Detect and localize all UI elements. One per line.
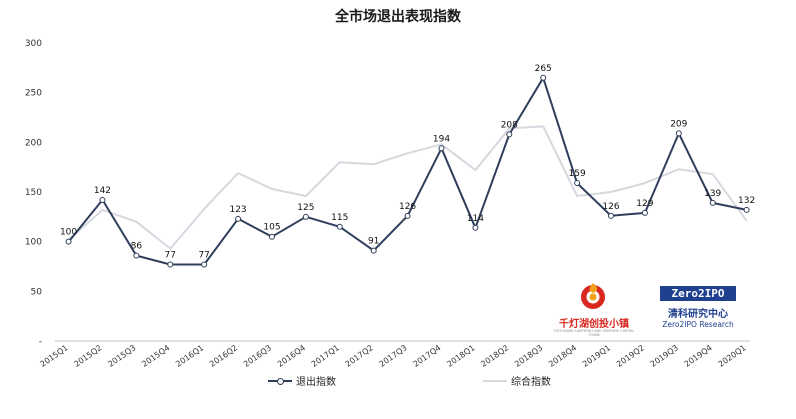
legend-label-composite-index: 综合指数: [511, 377, 551, 388]
data-point-exit-index: [336, 223, 343, 230]
x-tick-label: 2017Q4: [411, 343, 442, 369]
qiandeng-logo: 千灯湖创投小镇 THOUSAND LANTERN LAKE VENTURE CA…: [548, 279, 640, 337]
legend-swatch-exit-index: [268, 377, 292, 385]
x-tick-label: 2018Q4: [547, 343, 578, 369]
legend-item-composite-index: 综合指数: [483, 373, 551, 388]
data-label-exit-index: 194: [433, 134, 450, 144]
zero2ipo-logo: Zero2IPO 清科研究中心 Zero2IPO Research: [652, 286, 744, 336]
chart-legend: 退出指数 综合指数: [0, 373, 796, 389]
data-point-exit-index: [506, 131, 513, 138]
y-tick-label: 300: [25, 39, 42, 49]
data-label-exit-index: 115: [331, 213, 348, 223]
x-tick-label: 2017Q1: [310, 343, 341, 369]
data-label-exit-index: 142: [94, 186, 111, 196]
x-tick-label: 2015Q3: [106, 343, 137, 369]
data-label-exit-index: 125: [297, 203, 314, 213]
data-label-exit-index: 86: [131, 242, 143, 252]
legend-item-exit-index: 退出指数: [268, 373, 336, 388]
data-label-exit-index: 132: [738, 196, 755, 206]
qiandeng-logo-name: 千灯湖创投小镇: [559, 319, 629, 330]
x-tick-label: 2015Q2: [72, 343, 103, 369]
data-label-exit-index: 126: [399, 202, 416, 212]
x-tick-label: 2017Q3: [378, 343, 409, 369]
data-point-exit-index: [472, 224, 479, 231]
y-tick-label: 200: [25, 138, 42, 148]
data-label-exit-index: 77: [198, 251, 209, 261]
legend-label-exit-index: 退出指数: [296, 377, 336, 388]
data-label-exit-index: 77: [165, 251, 176, 261]
legend-swatch-composite-index: [483, 379, 507, 382]
data-label-exit-index: 208: [501, 120, 518, 130]
qiandeng-emblem-icon: [581, 283, 605, 309]
data-point-exit-index: [540, 74, 547, 81]
series-layer: [65, 74, 750, 268]
x-tick-label: 2020Q1: [717, 343, 748, 369]
data-point-exit-index: [302, 213, 309, 220]
data-point-exit-index: [438, 145, 445, 152]
zero2ipo-badge: Zero2IPO: [660, 286, 736, 301]
y-tick-label: 250: [25, 89, 42, 99]
data-label-exit-index: 114: [467, 214, 484, 224]
y-tick-label: -: [39, 337, 42, 347]
data-point-exit-index: [709, 199, 716, 206]
data-point-exit-index: [167, 261, 174, 268]
data-point-exit-index: [675, 130, 682, 137]
zero2ipo-logo-subtitle: Zero2IPO Research: [662, 320, 734, 329]
x-tick-label: 2019Q1: [581, 343, 612, 369]
data-point-exit-index: [404, 212, 411, 219]
data-label-exit-index: 100: [60, 228, 77, 238]
data-label-exit-index: 91: [368, 237, 379, 247]
data-label-exit-index: 265: [535, 64, 552, 74]
x-tick-label: 2016Q1: [174, 343, 205, 369]
data-label-exit-index: 139: [704, 189, 721, 199]
data-label-exit-index: 105: [263, 223, 280, 233]
y-tick-label: 100: [25, 238, 42, 248]
data-point-exit-index: [743, 206, 750, 213]
x-tick-label: 2018Q1: [445, 343, 476, 369]
data-point-exit-index: [574, 180, 581, 187]
data-point-exit-index: [641, 209, 648, 216]
data-point-exit-index: [133, 252, 140, 259]
data-point-exit-index: [268, 233, 275, 240]
data-point-exit-index: [201, 261, 208, 268]
data-point-exit-index: [65, 238, 72, 245]
chart-title: 全市场退出表现指数: [335, 9, 461, 25]
x-tick-label: 2016Q2: [208, 343, 239, 369]
data-label-exit-index: 209: [670, 119, 687, 129]
x-tick-label: 2019Q2: [615, 343, 646, 369]
data-point-exit-index: [370, 247, 377, 254]
data-point-exit-index: [235, 215, 242, 222]
x-tick-label: 2015Q1: [39, 343, 70, 369]
x-tick-label: 2017Q2: [344, 343, 375, 369]
data-point-exit-index: [608, 212, 614, 219]
x-tick-label: 2018Q2: [479, 343, 510, 369]
data-label-exit-index: 123: [229, 205, 246, 215]
x-tick-label: 2018Q3: [513, 343, 544, 369]
y-tick-label: 50: [31, 287, 43, 297]
series-line-composite-index: [67, 125, 748, 250]
x-tick-label: 2016Q4: [276, 343, 307, 369]
x-tick-label: 2019Q4: [683, 343, 714, 369]
data-label-exit-index: 126: [602, 202, 619, 212]
data-label-exit-index: 159: [569, 169, 586, 179]
series-line-exit-index: [67, 76, 747, 266]
y-tick-label: 150: [25, 188, 42, 198]
qiandeng-logo-subtitle: THOUSAND LANTERN LAKE VENTURE CAPITAL TO…: [553, 329, 635, 337]
x-tick-label: 2016Q3: [242, 343, 273, 369]
data-point-exit-index: [99, 196, 106, 203]
data-labels-layer: 100 142 86 77 77 123 105 125 115 91 126 194 114 208 26…: [60, 64, 755, 261]
zero2ipo-logo-name: 清科研究中心: [668, 309, 728, 320]
x-tick-label: 2019Q3: [649, 343, 680, 369]
x-tick-label: 2015Q4: [140, 343, 171, 369]
data-label-exit-index: 129: [636, 199, 653, 209]
